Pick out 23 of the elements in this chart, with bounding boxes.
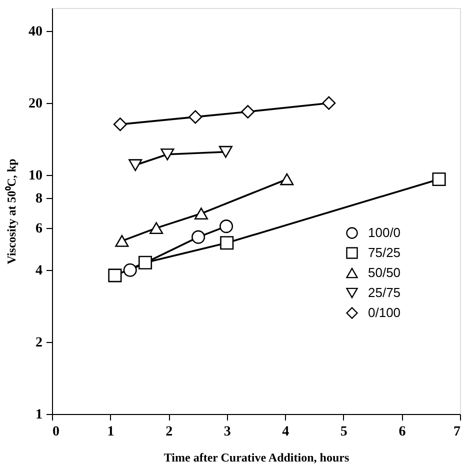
y-tick-label: 8 bbox=[36, 192, 42, 207]
y-tick-label: 10 bbox=[28, 168, 42, 184]
x-tick-label: 2 bbox=[166, 424, 173, 440]
legend-label: 0/100 bbox=[368, 305, 401, 320]
x-tick-label: 3 bbox=[224, 424, 231, 440]
y-tick-label: 40 bbox=[28, 24, 42, 40]
x-tick-label: 1 bbox=[107, 424, 114, 440]
x-tick-label: 4 bbox=[282, 424, 290, 440]
y-tick-label: 1 bbox=[36, 408, 42, 422]
x-tick-label: 7 bbox=[454, 424, 460, 440]
x-axis-title: Time after Curative Addition, hours bbox=[164, 450, 350, 464]
y-tick-label: 20 bbox=[28, 96, 42, 112]
legend-label: 50/50 bbox=[368, 265, 401, 280]
y-tick-label: 6 bbox=[36, 222, 42, 237]
y-tick-label: 4 bbox=[36, 264, 42, 279]
x-tick-label: 6 bbox=[398, 424, 406, 440]
legend-label: 75/25 bbox=[368, 245, 401, 260]
x-tick-label: 5 bbox=[340, 424, 348, 440]
legend-label: 25/75 bbox=[368, 285, 401, 300]
legend-label: 100/0 bbox=[368, 225, 401, 240]
y-axis-title: Viscosity at 50⁰C, kp bbox=[4, 158, 18, 264]
y-tick-label: 2 bbox=[36, 336, 42, 351]
x-tick-label: 0 bbox=[52, 424, 60, 440]
